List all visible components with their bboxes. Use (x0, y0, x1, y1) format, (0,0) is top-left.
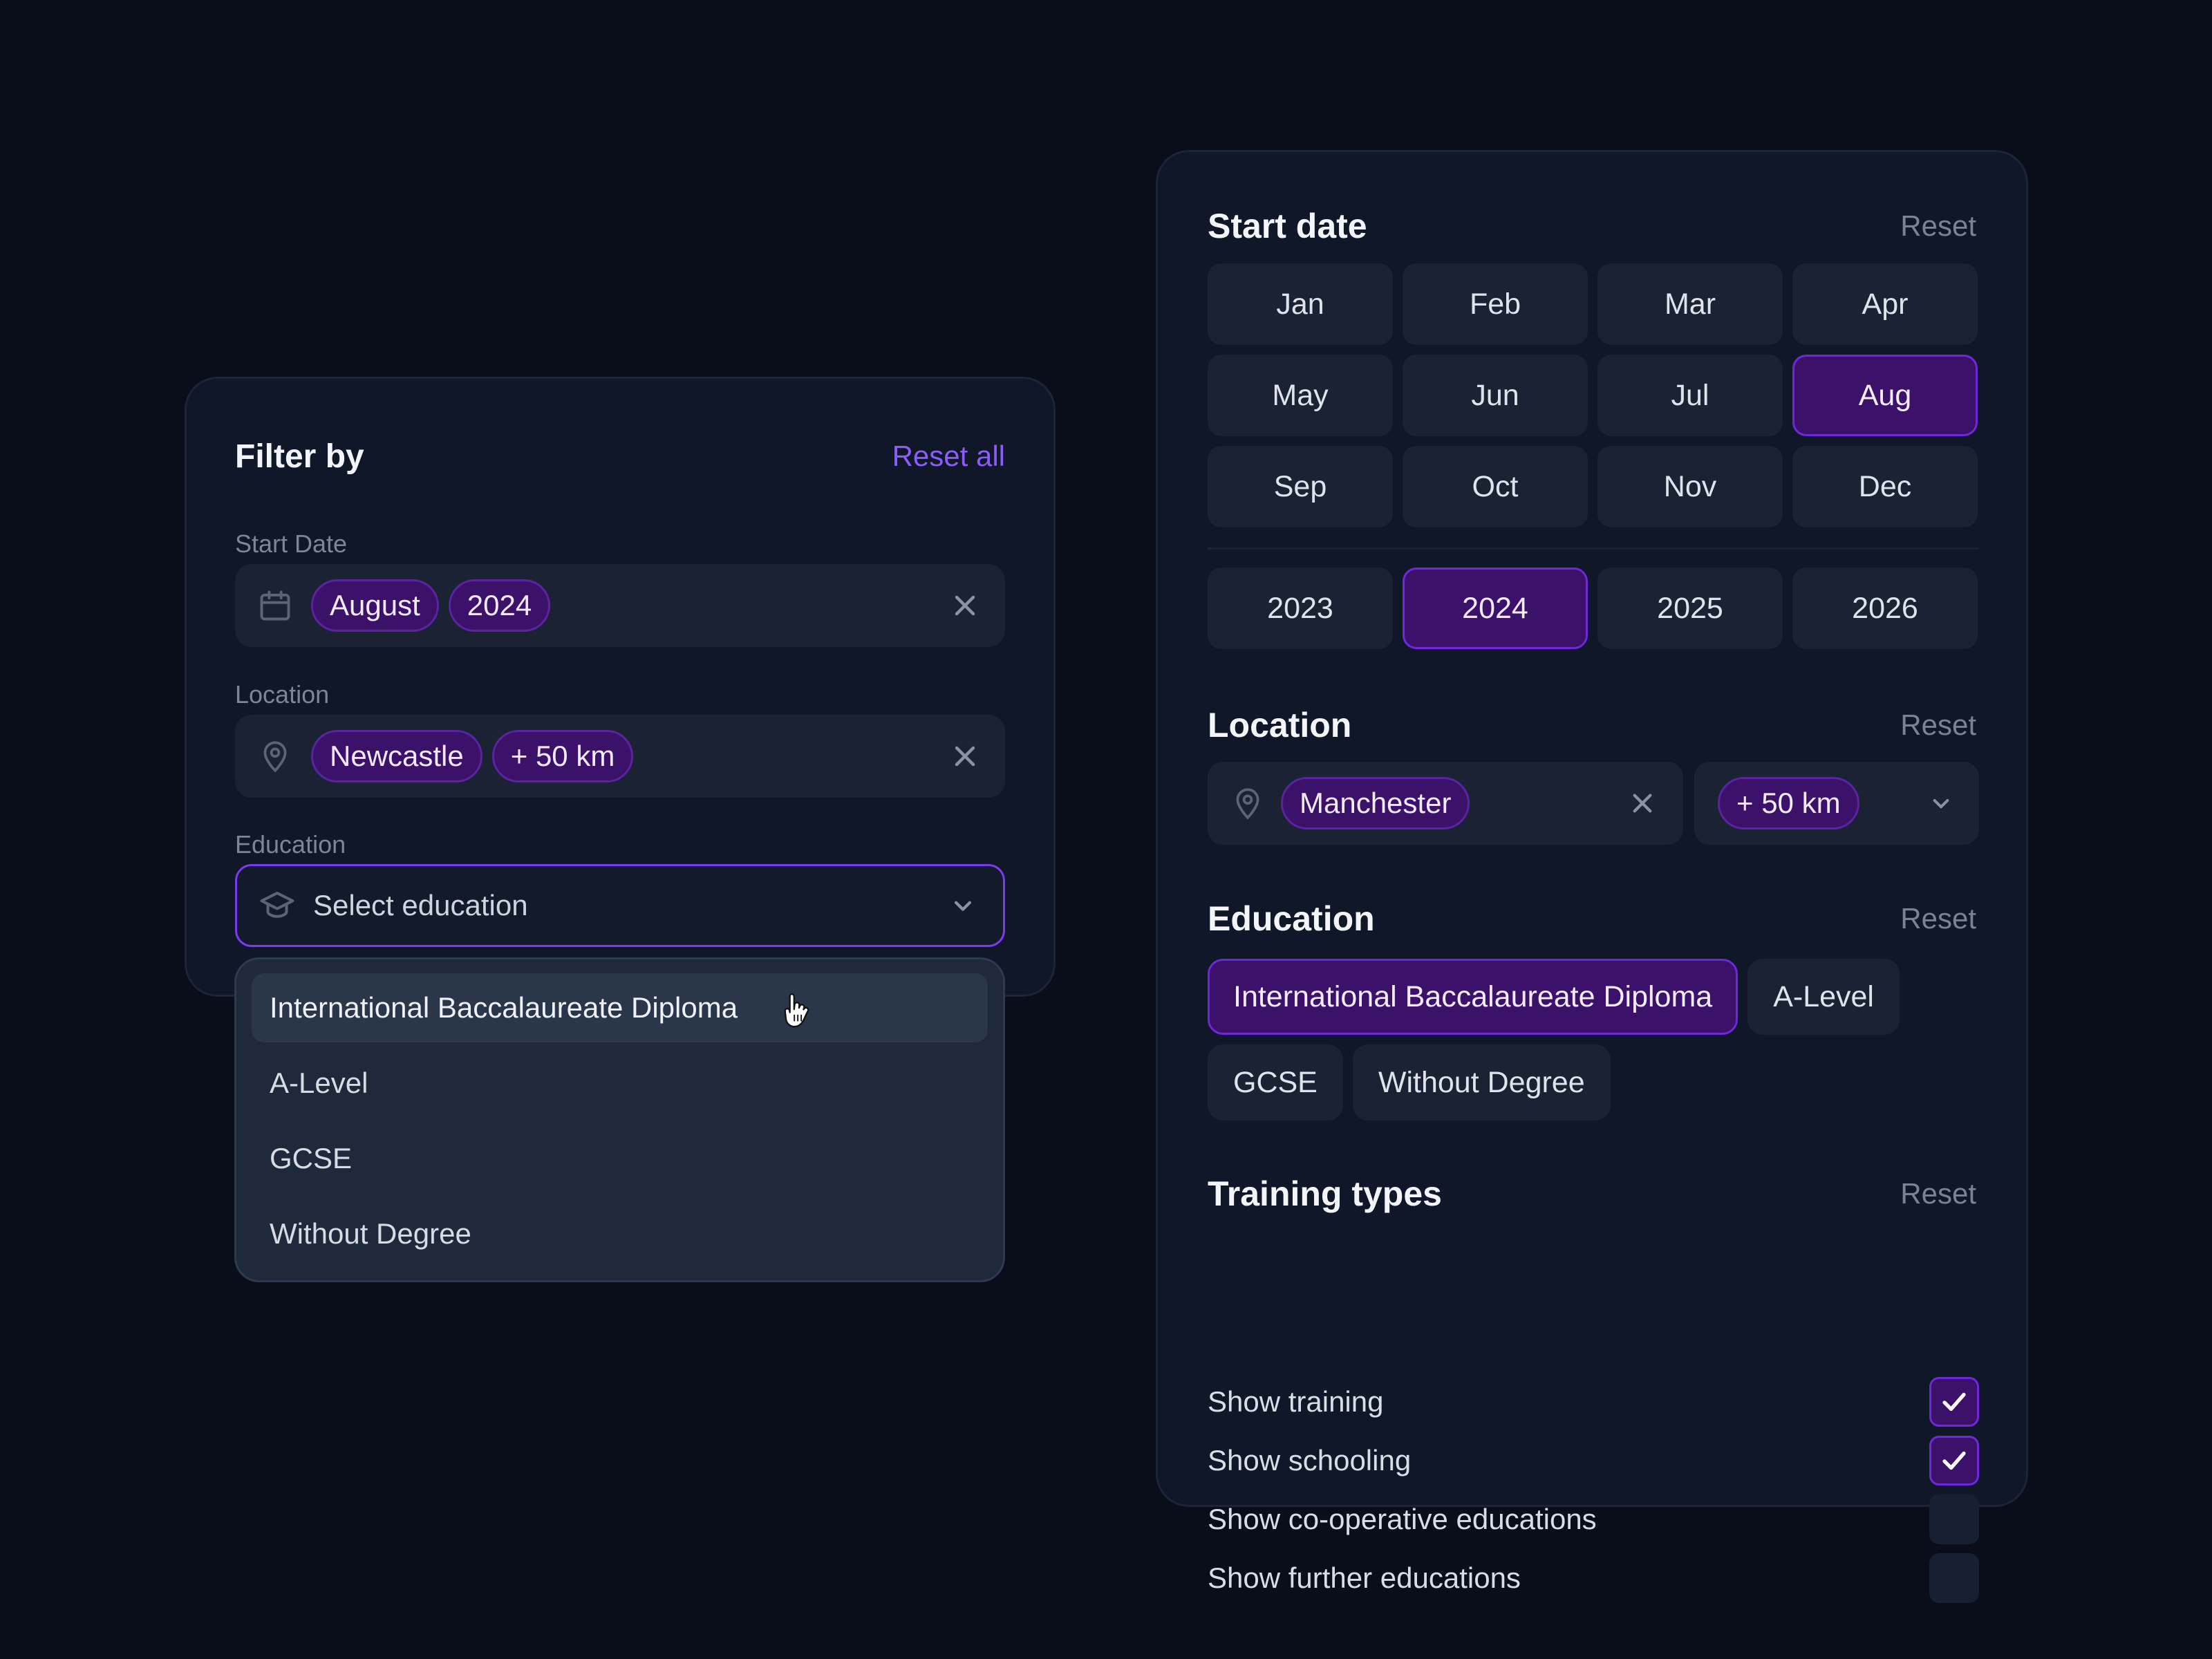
map-pin-icon (1228, 784, 1267, 823)
month-grid: Jan Feb Mar Apr May Jun Jul Aug Sep Oct Nov Dec (1208, 263, 1979, 527)
location-label: Location (235, 680, 330, 709)
education-dropdown: International Baccalaureate Diploma A-Le… (234, 957, 1005, 1282)
filter-title: Filter by (235, 438, 364, 475)
check-icon (1942, 1392, 1966, 1412)
training-type-row-show-training: Show training (1208, 1377, 1979, 1427)
month-option-may[interactable]: May (1208, 355, 1393, 436)
location-city-field[interactable]: Manchester (1208, 762, 1683, 845)
start-date-label: Start Date (235, 529, 348, 558)
month-option-feb[interactable]: Feb (1403, 263, 1588, 345)
close-icon[interactable] (946, 737, 984, 776)
divider (1208, 547, 1979, 550)
training-types-reset-button[interactable]: Reset (1900, 1177, 1976, 1210)
training-type-checkbox[interactable] (1929, 1377, 1979, 1427)
month-option-jun[interactable]: Jun (1403, 355, 1588, 436)
education-option-international-baccalaureate-diploma[interactable]: International Baccalaureate Diploma (1208, 959, 1738, 1035)
location-radius-select[interactable]: + 50 km (1694, 762, 1979, 845)
training-types-title: Training types (1208, 1174, 1442, 1213)
month-option-dec[interactable]: Dec (1792, 446, 1978, 527)
training-type-label: Show further educations (1208, 1562, 1521, 1594)
start-date-field[interactable]: August 2024 (235, 564, 1005, 647)
location-city-chip[interactable]: Manchester (1281, 777, 1470, 830)
month-option-mar[interactable]: Mar (1597, 263, 1783, 345)
year-grid: 2023 2024 2025 2026 (1208, 568, 1979, 649)
close-icon[interactable] (1625, 786, 1660, 821)
check-icon (1942, 1451, 1966, 1470)
dropdown-option-ib[interactable]: International Baccalaureate Diploma (252, 973, 988, 1042)
training-type-label: Show co-operative educations (1208, 1503, 1597, 1535)
map-pin-icon (256, 737, 294, 776)
education-header: Education Reset (1208, 892, 1976, 945)
education-title: Education (1208, 899, 1375, 938)
detail-filter-panel: Start date Reset Jan Feb Mar Apr May Jun Jul Au… (1156, 150, 2028, 1603)
location-radius-chip: + 50 km (1718, 777, 1859, 830)
reset-all-button[interactable]: Reset all (892, 440, 1005, 472)
month-option-jan[interactable]: Jan (1208, 263, 1393, 345)
start-date-header: Start date Reset (1208, 200, 1976, 252)
education-option-gcse[interactable]: GCSE (1208, 1044, 1343, 1121)
location-city-chip[interactable]: Newcastle (311, 730, 482, 782)
month-option-apr[interactable]: Apr (1792, 263, 1978, 345)
education-reset-button[interactable]: Reset (1900, 902, 1976, 935)
calendar-icon (256, 586, 294, 625)
dropdown-option-a-level[interactable]: A-Level (270, 1067, 368, 1099)
year-option-2025[interactable]: 2025 (1597, 568, 1783, 649)
month-option-nov[interactable]: Nov (1597, 446, 1783, 527)
dropdown-option-without-degree[interactable]: Without Degree (270, 1217, 471, 1250)
year-option-2026[interactable]: 2026 (1792, 568, 1978, 649)
education-select[interactable]: Select education (235, 864, 1005, 947)
training-type-row-show-further-educations: Show further educations (1208, 1553, 1979, 1603)
start-month-chip[interactable]: August (311, 579, 439, 632)
education-option-without-degree[interactable]: Without Degree (1352, 1044, 1611, 1121)
chevron-down-icon[interactable] (1924, 786, 1958, 821)
start-year-chip[interactable]: 2024 (448, 579, 551, 632)
training-type-checkbox[interactable] (1929, 1436, 1979, 1485)
month-option-oct[interactable]: Oct (1403, 446, 1588, 527)
education-placeholder: Select education (313, 889, 528, 921)
training-types-header: Training types Reset (1208, 1168, 1976, 1220)
graduation-cap-icon (258, 886, 297, 925)
location-field[interactable]: Newcastle + 50 km (235, 715, 1005, 798)
year-option-2023[interactable]: 2023 (1208, 568, 1393, 649)
location-reset-button[interactable]: Reset (1900, 709, 1976, 741)
education-options: International Baccalaureate Diploma A-Lev… (1208, 959, 1979, 1121)
start-date-reset-button[interactable]: Reset (1900, 209, 1976, 242)
month-option-jul[interactable]: Jul (1597, 355, 1783, 436)
hand-pointer-icon (784, 993, 809, 1028)
filter-panel: Filter by Reset all Start Date August 20… (185, 377, 1056, 997)
education-option-a-level[interactable]: A-Level (1747, 959, 1900, 1035)
education-label: Education (235, 830, 346, 859)
training-type-label: Show training (1208, 1385, 1384, 1418)
filter-header: Filter by Reset all (235, 430, 1005, 482)
dropdown-option-gcse[interactable]: GCSE (270, 1142, 353, 1174)
training-type-row-show-schooling: Show schooling (1208, 1436, 1979, 1485)
month-option-sep[interactable]: Sep (1208, 446, 1393, 527)
location-radius-chip[interactable]: + 50 km (491, 730, 634, 782)
chevron-down-icon (944, 886, 982, 925)
start-date-title: Start date (1208, 207, 1367, 245)
training-type-label: Show schooling (1208, 1444, 1412, 1477)
location-title: Location (1208, 706, 1352, 744)
training-type-row-show-co-operative-educations: Show co-operative educations (1208, 1494, 1979, 1544)
training-type-checkbox[interactable] (1929, 1553, 1979, 1603)
month-option-aug[interactable]: Aug (1792, 355, 1978, 436)
training-type-checkbox[interactable] (1929, 1494, 1979, 1544)
close-icon[interactable] (946, 586, 984, 625)
year-option-2024[interactable]: 2024 (1403, 568, 1588, 649)
location-header: Location Reset (1208, 699, 1976, 751)
